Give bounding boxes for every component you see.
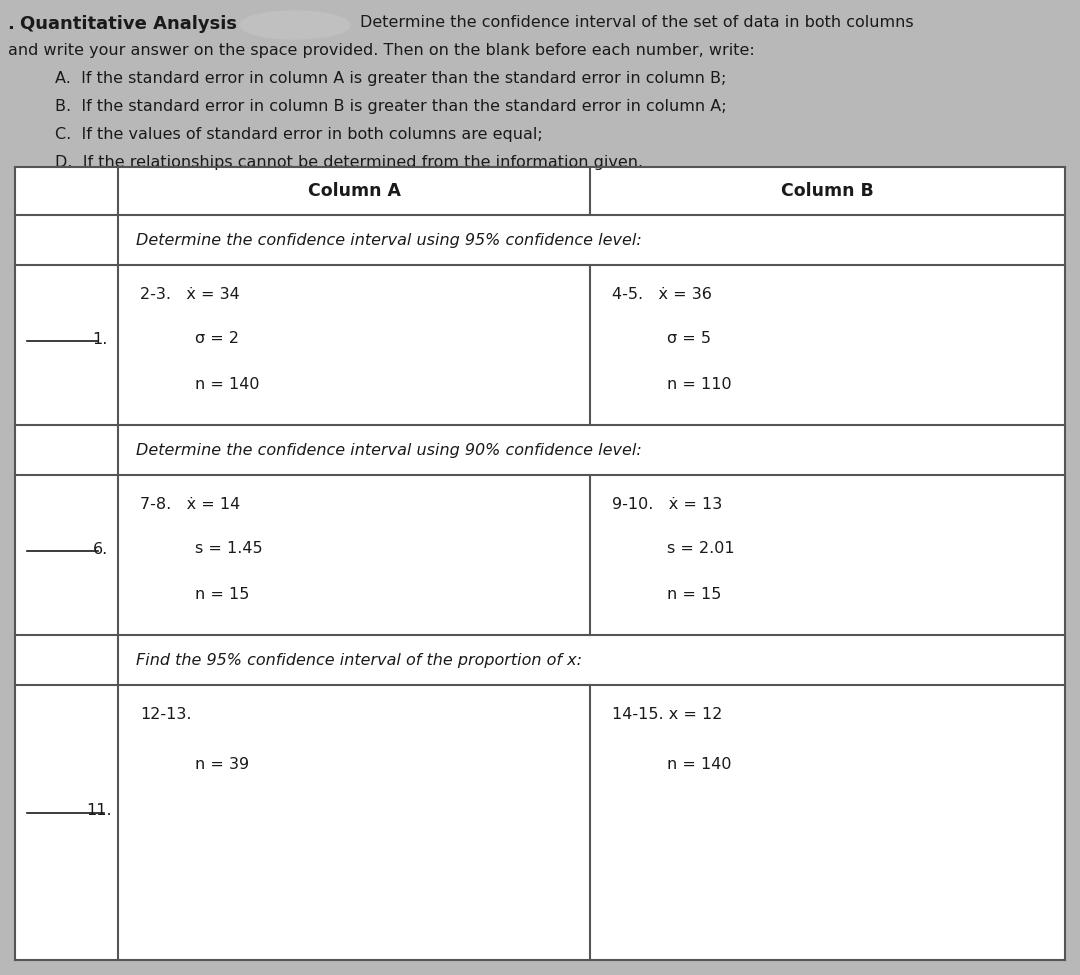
Text: B.  If the standard error in column B is greater than the standard error in colu: B. If the standard error in column B is … [55, 99, 727, 114]
Text: Determine the confidence interval using 90% confidence level:: Determine the confidence interval using … [136, 443, 642, 457]
Text: σ = 2: σ = 2 [195, 331, 239, 346]
Text: 4-5.   ẋ = 36: 4-5. ẋ = 36 [612, 287, 712, 302]
Text: 1.: 1. [93, 332, 108, 346]
Text: 14-15. x = 12: 14-15. x = 12 [612, 707, 723, 722]
Text: σ = 5: σ = 5 [667, 331, 711, 346]
Text: n = 140: n = 140 [667, 757, 731, 772]
Text: Quantitative Analysis: Quantitative Analysis [21, 15, 237, 33]
Text: Column A: Column A [308, 182, 401, 200]
Bar [0, 0, 1080, 155]
Ellipse shape [240, 11, 350, 39]
Text: n = 110: n = 110 [667, 377, 731, 392]
Text: s = 1.45: s = 1.45 [195, 541, 262, 556]
Text: 7-8.   ẋ = 14: 7-8. ẋ = 14 [140, 497, 240, 512]
Text: 2-3.   ẋ = 34: 2-3. ẋ = 34 [140, 287, 240, 302]
Text: n = 15: n = 15 [195, 587, 249, 602]
Text: Determine the confidence interval using 95% confidence level:: Determine the confidence interval using … [136, 232, 642, 248]
Text: D.  If the relationships cannot be determined from the information given.: D. If the relationships cannot be determ… [55, 155, 643, 170]
Text: Column B: Column B [781, 182, 874, 200]
Text: 12-13.: 12-13. [140, 707, 191, 722]
Text: 9-10.   ẋ = 13: 9-10. ẋ = 13 [612, 497, 723, 512]
Text: Find the 95% confidence interval of the proportion of x:: Find the 95% confidence interval of the … [136, 652, 582, 668]
Text: n = 140: n = 140 [195, 377, 259, 392]
Text: Determine the confidence interval of the set of data in both columns: Determine the confidence interval of the… [360, 15, 914, 30]
Text: 6.: 6. [93, 541, 108, 557]
Text: n = 15: n = 15 [667, 587, 721, 602]
Text: 11.: 11. [86, 803, 112, 818]
Text: C.  If the values of standard error in both columns are equal;: C. If the values of standard error in bo… [55, 127, 543, 142]
Bar [15, 167, 1065, 960]
Text: .: . [8, 15, 22, 33]
Text: and write your answer on the space provided. Then on the blank before each numbe: and write your answer on the space provi… [8, 43, 755, 58]
Text: A.  If the standard error in column A is greater than the standard error in colu: A. If the standard error in column A is … [55, 71, 727, 86]
Text: s = 2.01: s = 2.01 [667, 541, 734, 556]
Text: n = 39: n = 39 [195, 757, 249, 772]
